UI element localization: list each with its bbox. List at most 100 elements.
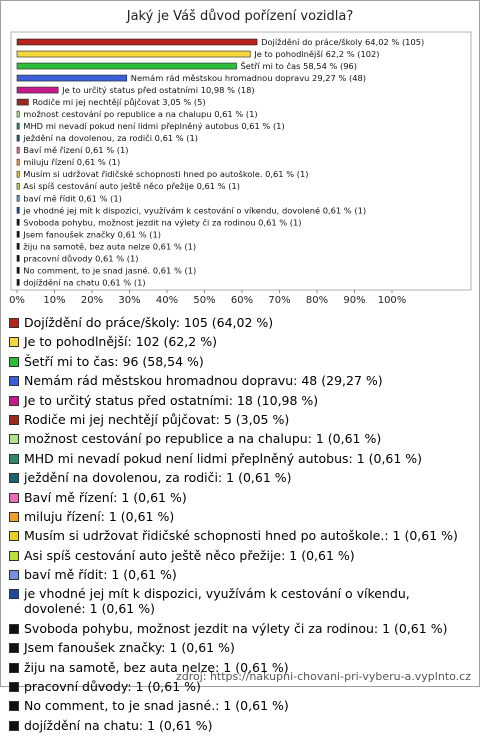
legend-item: Je to určitý status před ostatními: 18 (… <box>9 393 471 408</box>
bar <box>16 38 258 46</box>
bar-label: No comment, to je snad jasné. 0,61 % (1) <box>23 265 196 275</box>
bar-label: Je to určitý status před ostatními 10,98… <box>61 85 254 95</box>
legend-label: možnost cestování po republice a na chal… <box>24 431 382 447</box>
legend-swatch <box>9 414 19 425</box>
legend-item: baví mě řídit: 1 (0,61 %) <box>9 567 471 582</box>
x-tick-label: 80% <box>306 295 328 306</box>
legend-swatch <box>9 453 19 464</box>
bar <box>16 267 20 274</box>
legend-swatch <box>9 682 19 693</box>
bar-label: dojíždění na chatu 0,61 % (1) <box>23 277 145 287</box>
bar <box>16 279 20 286</box>
x-tick-label: 60% <box>231 295 253 306</box>
bar-label: je vhodné jej mít k dispozici, využívám … <box>22 205 366 215</box>
bar-label: Asi spíš cestování auto ještě něco přeži… <box>23 181 240 191</box>
x-tick-label: 20% <box>81 295 103 306</box>
legend-label: Je to pohodlnější: 102 (62,2 %) <box>24 334 217 350</box>
bar <box>16 146 20 154</box>
legend-item: Baví mě řízení: 1 (0,61 %) <box>9 490 471 505</box>
legend-item: žiju na samotě, bez auta nelze: 1 (0,61 … <box>9 660 471 675</box>
legend-swatch <box>9 701 19 712</box>
x-tick-label: 0% <box>9 295 25 306</box>
legend-swatch <box>9 589 19 600</box>
legend-label: Asi spíš cestování auto ještě něco přeži… <box>24 547 355 563</box>
legend-label: Musím si udržovat řidičské schopnosti hn… <box>24 528 458 544</box>
bar <box>16 62 237 70</box>
legend-label: Rodiče mi jej nechtějí půjčovat: 5 (3,05… <box>24 411 290 427</box>
chart-title: Jaký je Váš důvod pořízení vozidla? <box>126 9 354 24</box>
bar-label: Rodiče mi jej nechtějí půjčovat 3,05 % (… <box>32 97 205 107</box>
legend-label: je vhodné jej mít k dispozici, využívám … <box>24 586 410 617</box>
legend-item: Je to pohodlnější: 102 (62,2 %) <box>9 334 471 349</box>
legend-label: Je to určitý status před ostatními: 18 (… <box>24 392 319 408</box>
legend-label: Svoboda pohybu, možnost jezdit na výlety… <box>24 620 448 636</box>
bar <box>16 86 59 94</box>
legend-label: Šetří mi to čas: 96 (58,54 %) <box>24 353 204 369</box>
legend-swatch <box>9 662 19 673</box>
bar <box>16 170 20 178</box>
x-tick-label: 40% <box>156 295 178 306</box>
bar-label: možnost cestování po republice a na chal… <box>23 109 257 119</box>
legend-label: MHD mi nevadí pokud není lidmi přeplněný… <box>24 450 423 466</box>
legend-item: Rodiče mi jej nechtějí půjčovat: 5 (3,05… <box>9 412 471 427</box>
legend-item: možnost cestování po republice a na chal… <box>9 431 471 446</box>
legend-label: ježdění na dovolenou, za rodiči: 1 (0,61… <box>24 470 292 486</box>
legend-swatch <box>9 395 19 406</box>
legend-swatch <box>9 492 19 503</box>
legend-label: Jsem fanoušek značky: 1 (0,61 %) <box>24 640 235 656</box>
bar-label: Dojíždění do práce/školy 64,02 % (105) <box>261 37 424 47</box>
legend-swatch <box>9 643 19 654</box>
source: zdroj: https://nakupni-chovani-pri-vyber… <box>175 670 471 683</box>
legend-swatch <box>9 473 19 484</box>
legend-swatch <box>9 550 19 561</box>
legend-label: No comment, to je snad jasné.: 1 (0,61 %… <box>24 698 289 714</box>
bar <box>16 74 128 82</box>
bar <box>16 231 20 238</box>
x-tick-label: 10% <box>43 295 65 306</box>
bar <box>16 134 20 142</box>
legend-item: Nemám rád městskou hromadnou dopravu: 48… <box>9 373 471 388</box>
bar-label: Baví mě řízení 0,61 % (1) <box>23 145 128 155</box>
bar-label: Je to pohodlnější 62,2 % (102) <box>253 49 379 59</box>
bar-label: Musím si udržovat řidičské schopnosti hn… <box>23 169 308 179</box>
bar <box>16 98 29 106</box>
bar-label: Šetří mi to čas 58,54 % (96) <box>241 60 358 71</box>
bar-label: Svoboda pohybu, možnost jezdit na výlety… <box>23 217 301 227</box>
bar-label: ježdění na dovolenou, za rodiči 0,61 % (… <box>22 133 198 143</box>
legend-item: No comment, to je snad jasné.: 1 (0,61 %… <box>9 698 471 713</box>
legend-item: dojíždění na chatu: 1 (0,61 %) <box>9 718 471 733</box>
legend-swatch <box>9 570 19 581</box>
legend-swatch <box>9 337 19 348</box>
legend-swatch <box>9 356 19 367</box>
legend-swatch <box>9 376 19 387</box>
legend-item: Šetří mi to čas: 96 (58,54 %) <box>9 354 471 369</box>
legend-item: Dojíždění do práce/školy: 105 (64,02 %) <box>9 315 471 330</box>
legend-label: Dojíždění do práce/školy: 105 (64,02 %) <box>24 315 274 330</box>
bar-label: žiju na samotě, bez auta nelze 0,61 % (1… <box>23 241 196 251</box>
legend-item: Musím si udržovat řidičské schopnosti hn… <box>9 528 471 543</box>
x-tick-label: 50% <box>193 295 215 306</box>
bar-label: baví mě řídit 0,61 % (1) <box>23 193 122 203</box>
x-tick-label: 90% <box>343 295 365 306</box>
legend-label: Nemám rád městskou hromadnou dopravu: 48… <box>24 373 383 389</box>
legend-item: Jsem fanoušek značky: 1 (0,61 %) <box>9 640 471 655</box>
x-tick-label: 30% <box>118 295 140 306</box>
legend-label: dojíždění na chatu: 1 (0,61 %) <box>24 717 213 733</box>
legend-label: žiju na samotě, bez auta nelze: 1 (0,61 … <box>24 659 289 675</box>
bar-label: pracovní důvody 0,61 % (1) <box>23 253 138 263</box>
x-tick-label: 70% <box>268 295 290 306</box>
legend-swatch <box>9 720 19 731</box>
legend-item: ježdění na dovolenou, za rodiči: 1 (0,61… <box>9 470 471 485</box>
bar-label: miluju řízení 0,61 % (1) <box>23 157 120 167</box>
legend-label: miluju řízení: 1 (0,61 %) <box>24 508 175 524</box>
bar <box>16 50 251 58</box>
bar <box>16 243 20 250</box>
legend-item: je vhodné jej mít k dispozici, využívám … <box>9 586 471 616</box>
bar <box>16 122 20 130</box>
chart: Jaký je Váš důvod pořízení vozidla? 0% 10… <box>9 9 472 306</box>
legend-swatch <box>9 434 19 445</box>
x-tick-label: 100% <box>378 295 407 306</box>
bar <box>16 158 20 166</box>
bar <box>16 255 20 262</box>
